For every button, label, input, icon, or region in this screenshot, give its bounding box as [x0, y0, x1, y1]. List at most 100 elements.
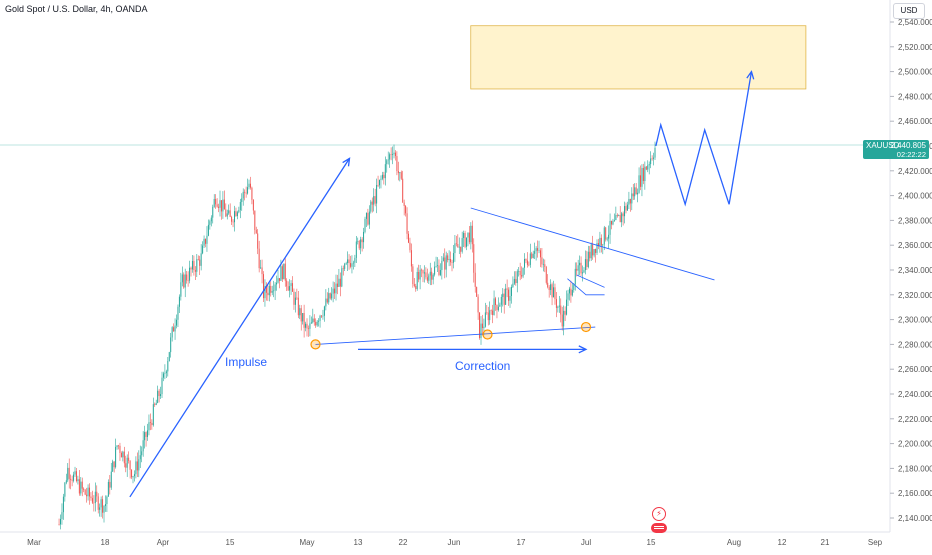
candle-body	[273, 290, 275, 292]
candle-body	[374, 196, 376, 204]
candle-body	[254, 210, 256, 230]
candle-body	[531, 253, 533, 258]
candle-body	[155, 402, 157, 405]
candle-body	[567, 293, 569, 300]
candle-body	[292, 283, 294, 292]
candle-body	[255, 229, 257, 234]
candle-body	[216, 204, 218, 207]
candle-body	[235, 211, 237, 217]
candle-body	[495, 298, 497, 305]
candle-body	[458, 246, 460, 248]
candle-body	[405, 205, 407, 214]
candle-body	[619, 215, 621, 223]
candle-body	[60, 518, 62, 525]
candle-body	[193, 261, 195, 271]
candle-body	[305, 323, 307, 328]
candle-body	[152, 404, 154, 426]
candle-body	[547, 282, 549, 288]
candle-body	[238, 210, 240, 213]
projection-path	[655, 71, 753, 207]
candle-body	[479, 312, 481, 339]
candle-body	[512, 283, 514, 287]
impulse-arrow-head	[342, 157, 351, 167]
candle-body	[178, 296, 180, 307]
candle-body	[406, 213, 408, 234]
candle-body	[480, 323, 482, 339]
candle-body	[421, 269, 423, 271]
candle-body	[371, 201, 373, 205]
candle-body	[71, 479, 73, 481]
candle-body	[236, 212, 238, 217]
candle-body	[383, 174, 385, 179]
candle-body	[65, 480, 67, 483]
us-flag-icon[interactable]	[651, 523, 667, 533]
candle-body	[650, 158, 652, 165]
candle-body	[205, 238, 207, 244]
price-axis[interactable]: 2,540.000 2,520.000 2,500.000 2,480.000 2,46…	[889, 0, 932, 532]
candle-body	[344, 263, 346, 269]
candle-body	[471, 225, 473, 245]
candle-body	[225, 209, 227, 217]
candle-body	[611, 220, 613, 225]
candle-body	[622, 213, 624, 217]
candle-body	[408, 233, 410, 243]
candle-body	[128, 457, 130, 461]
price-tick-label: 2,180.000	[898, 464, 932, 473]
candle-body	[354, 257, 356, 263]
candle-body	[451, 262, 453, 263]
candle-body	[342, 268, 344, 269]
candle-body	[425, 272, 427, 278]
candle-body	[384, 164, 386, 179]
candle-body	[171, 327, 173, 338]
pivot-marker	[580, 321, 592, 333]
candle-body	[260, 267, 262, 269]
last-price-symbol: XAUUSD	[866, 141, 900, 150]
candle-body	[602, 244, 604, 246]
candle-body	[584, 259, 586, 271]
time-tick-label: Apr	[157, 538, 170, 547]
support-line	[315, 326, 596, 345]
candle-body	[461, 237, 463, 252]
candle-body	[319, 315, 321, 321]
candle-body	[74, 471, 76, 475]
time-tick-label: Sep	[868, 538, 883, 547]
candle-body	[508, 289, 510, 301]
time-axis[interactable]: Mar 18 Apr 15 May 13 22 Jun 17 Jul 15 Aug 12 21 Sep	[0, 531, 890, 547]
correction-label: Correction	[455, 359, 510, 373]
candle-body	[81, 481, 83, 489]
candle-body	[541, 257, 543, 265]
candle-body	[67, 467, 69, 481]
candle-body	[626, 204, 628, 211]
candle-body	[147, 430, 149, 437]
candle-body	[413, 284, 415, 286]
price-tick-label: 2,480.000	[898, 92, 932, 101]
price-tick-label: 2,200.000	[898, 440, 932, 449]
lightning-icon[interactable]: ⚡	[652, 507, 666, 521]
candle-body	[561, 314, 563, 327]
candle-body	[321, 315, 323, 317]
candle-body	[555, 299, 557, 308]
price-tick-label: 2,260.000	[898, 365, 932, 374]
candle-body	[576, 268, 578, 271]
candle-body	[80, 481, 82, 494]
currency-selector[interactable]: USD	[893, 3, 925, 19]
candle-body	[174, 325, 176, 332]
candle-body	[513, 278, 515, 284]
candle-body	[122, 451, 124, 458]
candle-body	[474, 272, 476, 287]
candle-body	[377, 184, 379, 186]
candle-body	[579, 262, 581, 266]
candle-body	[490, 310, 492, 311]
candle-body	[199, 259, 201, 266]
candle-body	[397, 171, 399, 174]
candle-body	[350, 263, 352, 267]
events-markers[interactable]: ⚡	[651, 507, 667, 533]
candle-body	[161, 377, 163, 395]
price-tick-label: 2,340.000	[898, 266, 932, 275]
candle-body	[100, 499, 102, 508]
candle-body	[493, 298, 495, 315]
candle-body	[151, 422, 153, 426]
candle-body	[574, 268, 576, 285]
